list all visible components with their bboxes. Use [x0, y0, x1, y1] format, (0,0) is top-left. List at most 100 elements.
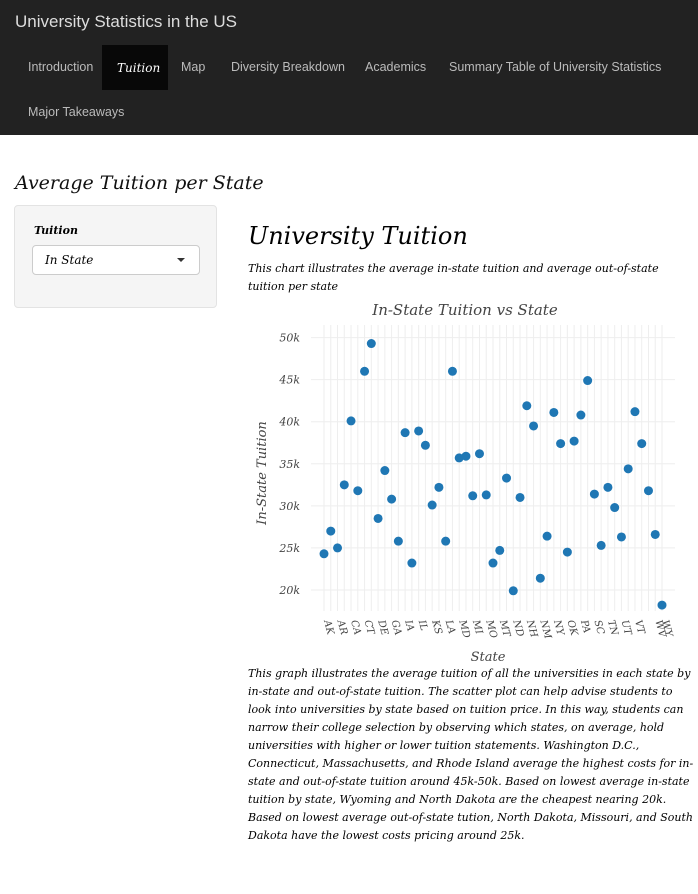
data-point: [603, 482, 613, 492]
x-tick-label: WY: [659, 619, 674, 640]
data-point: [441, 536, 451, 546]
x-tick-label: PA: [578, 618, 592, 634]
page-title: Average Tuition per State: [15, 172, 264, 194]
data-point: [623, 464, 633, 474]
data-point: [434, 482, 444, 492]
data-point: [643, 486, 653, 496]
tab-map[interactable]: Map: [181, 60, 206, 74]
data-point: [583, 376, 593, 386]
x-tick-label: TN: [605, 619, 620, 638]
x-tick-label: NM: [537, 618, 553, 641]
data-point: [407, 558, 417, 568]
x-tick-label: MT: [497, 618, 513, 639]
data-point: [637, 439, 647, 449]
chevron-down-icon: [177, 258, 185, 262]
x-tick-label: AR: [334, 618, 349, 637]
y-tick-label: 25k: [278, 542, 300, 555]
x-tick-label: NH: [524, 618, 539, 639]
data-point: [535, 573, 545, 583]
data-point: [326, 526, 336, 536]
x-tick-label: MO: [483, 618, 499, 640]
navbar: University Statistics in the US Introduc…: [0, 0, 698, 135]
x-tick-label: UT: [619, 619, 634, 638]
data-point: [556, 439, 566, 449]
x-tick-label: SC: [592, 619, 606, 636]
data-point: [529, 421, 539, 431]
x-tick-label: CA: [348, 619, 362, 636]
data-point: [461, 451, 471, 461]
data-point: [353, 486, 363, 496]
tab-tuition-label: Tuition: [117, 61, 161, 75]
data-point: [414, 426, 424, 436]
y-tick-label: 50k: [279, 332, 300, 345]
data-point: [481, 490, 491, 500]
tab-major-takeaways[interactable]: Major Takeaways: [28, 105, 125, 119]
data-point: [657, 600, 667, 610]
app-brand[interactable]: University Statistics in the US: [15, 12, 238, 31]
main-title: University Tuition: [248, 222, 468, 250]
x-tick-label: MI: [470, 618, 485, 637]
x-tick-label: CT: [362, 619, 377, 637]
data-point: [393, 536, 403, 546]
data-point: [360, 366, 370, 376]
data-point: [488, 558, 498, 568]
tuition-select-value: In State: [45, 253, 94, 267]
data-point: [549, 407, 559, 417]
data-point: [522, 401, 532, 411]
y-tick-label: 30k: [279, 500, 300, 513]
data-point: [474, 449, 484, 459]
y-tick-label: 40k: [278, 416, 300, 429]
tab-introduction[interactable]: Introduction: [28, 60, 94, 74]
tab-academics[interactable]: Academics: [365, 60, 427, 74]
data-point: [616, 532, 626, 542]
x-tick-label: GA: [389, 619, 404, 637]
data-point: [380, 466, 390, 476]
x-tick-label: AK: [321, 618, 336, 637]
x-tick-label: LA: [443, 618, 457, 635]
x-tick-label: IA: [402, 618, 416, 633]
data-point: [333, 543, 343, 553]
data-point: [589, 489, 599, 499]
data-point: [495, 545, 505, 555]
data-point: [508, 586, 518, 596]
y-tick-label: 45k: [278, 374, 300, 387]
sidebar-panel: Tuition In State: [14, 205, 217, 308]
x-tick-label: IL: [415, 618, 429, 632]
data-point: [576, 410, 586, 420]
data-point: [596, 540, 606, 550]
data-point: [319, 549, 329, 559]
data-point: [373, 513, 383, 523]
y-axis-label: In-State Tuition: [255, 421, 270, 526]
data-point: [569, 436, 579, 446]
x-axis-label: State: [471, 650, 506, 665]
x-tick-label: KS: [429, 618, 444, 636]
data-point: [630, 407, 640, 417]
data-point: [400, 428, 410, 438]
data-point: [562, 547, 572, 557]
data-point: [447, 366, 457, 376]
x-tick-label: OK: [564, 619, 579, 637]
data-point: [420, 440, 430, 450]
y-tick-label: 35k: [279, 458, 300, 471]
data-point: [427, 500, 437, 510]
tab-diversity-breakdown[interactable]: Diversity Breakdown: [231, 60, 345, 74]
x-tick-label: NY: [551, 618, 566, 638]
data-point: [515, 492, 525, 502]
chart-intro-text: This chart illustrates the average in-st…: [248, 262, 659, 293]
chart-description-text: This graph illustrates the average tuiti…: [248, 667, 694, 842]
data-point: [650, 529, 660, 539]
tuition-select[interactable]: In State: [32, 245, 200, 275]
data-point: [468, 491, 478, 501]
data-point: [366, 339, 376, 349]
data-point: [346, 416, 356, 426]
data-point: [387, 494, 397, 504]
y-tick-label: 20k: [278, 584, 300, 597]
tuition-select-label: Tuition: [34, 224, 78, 237]
x-tick-label: VT: [632, 619, 647, 637]
x-tick-label: MD: [456, 618, 472, 639]
x-tick-label: DE: [375, 618, 390, 637]
chart-title: In-State Tuition vs State: [371, 301, 558, 319]
tab-summary-table[interactable]: Summary Table of University Statistics: [449, 60, 662, 74]
tab-tuition[interactable]: Tuition: [102, 45, 168, 90]
